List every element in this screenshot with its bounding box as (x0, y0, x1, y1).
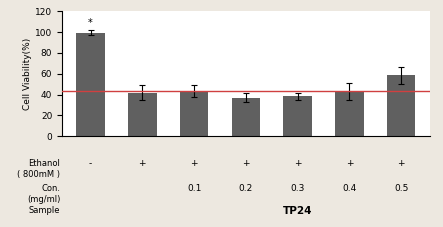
Text: 0.2: 0.2 (239, 184, 253, 193)
Bar (284, 96, 312, 136)
Text: 0.4: 0.4 (342, 184, 357, 193)
Text: +: + (294, 159, 301, 168)
Bar (232, 98, 260, 136)
Text: -: - (89, 159, 92, 168)
Text: +: + (139, 159, 146, 168)
Bar (387, 75, 416, 136)
Bar (76, 33, 105, 136)
Text: Ethanol
( 800mM ): Ethanol ( 800mM ) (17, 159, 60, 179)
Y-axis label: Cell Viability(%): Cell Viability(%) (23, 38, 32, 110)
Text: 0.1: 0.1 (187, 184, 201, 193)
Text: +: + (242, 159, 249, 168)
Bar (128, 93, 156, 136)
Text: 0.5: 0.5 (394, 184, 408, 193)
Bar (180, 91, 208, 136)
Text: +: + (397, 159, 405, 168)
Text: TP24: TP24 (283, 206, 312, 216)
Text: +: + (346, 159, 353, 168)
Text: 0.3: 0.3 (291, 184, 305, 193)
Bar (335, 91, 364, 136)
Text: +: + (190, 159, 198, 168)
Text: Sample: Sample (29, 206, 60, 215)
Text: Con.
(mg/ml): Con. (mg/ml) (27, 184, 60, 204)
Text: *: * (88, 18, 93, 28)
